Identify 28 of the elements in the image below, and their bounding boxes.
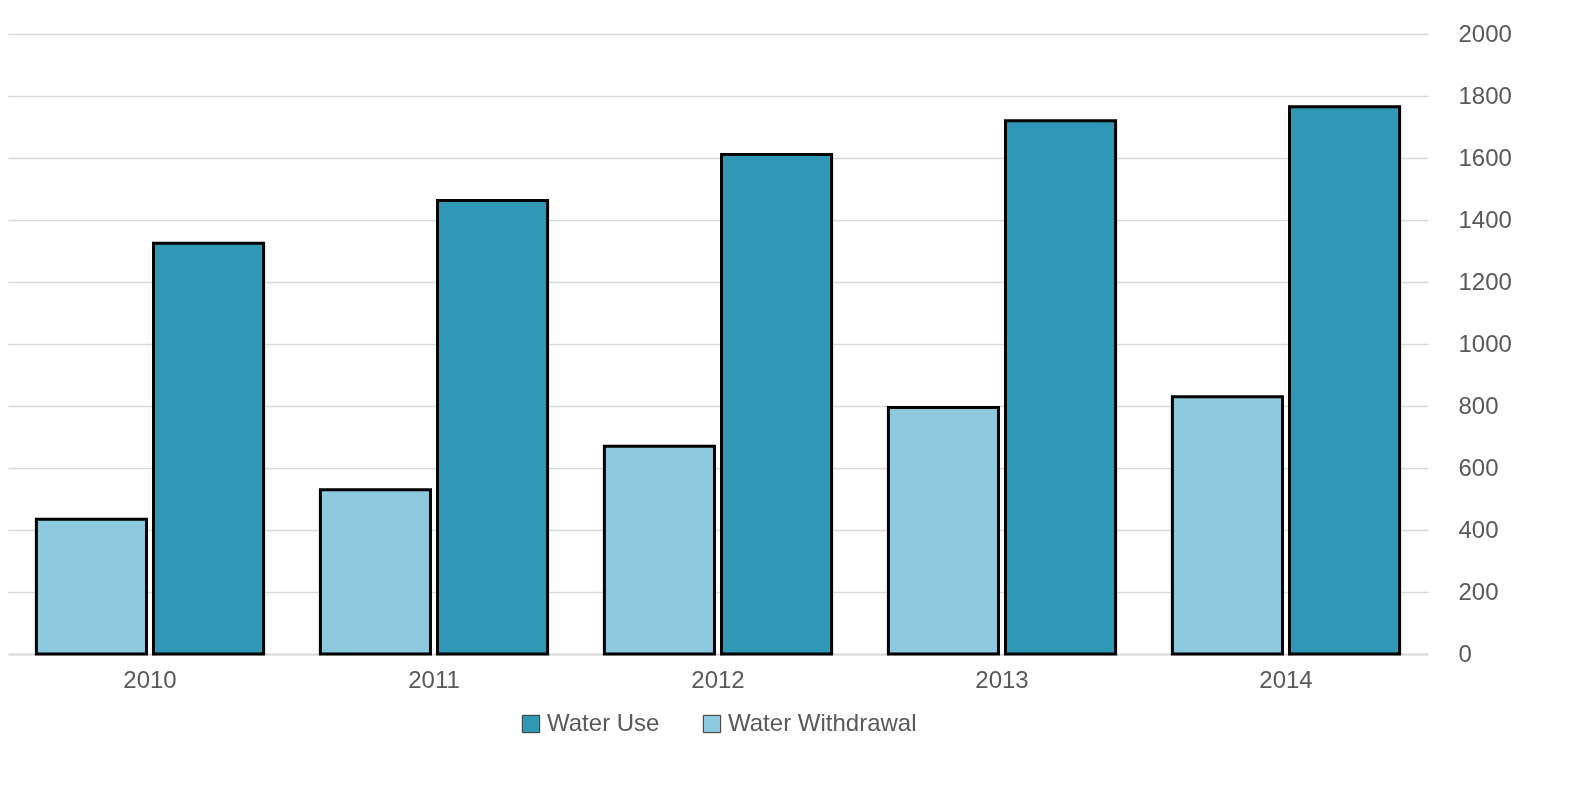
bar	[318, 488, 432, 656]
bar	[152, 241, 266, 656]
legend-label: Water Withdrawal	[728, 709, 917, 736]
y-tick-label: 1800	[1458, 81, 1512, 109]
y-tick-label: 1000	[1458, 329, 1512, 357]
x-tick-label: 2013	[975, 665, 1029, 693]
y-tick-label: 800	[1458, 391, 1499, 419]
x-tick-label: 2011	[408, 665, 460, 693]
bar	[886, 406, 1000, 656]
y-tick-label: 1200	[1458, 267, 1512, 295]
y-tick-label: 2000	[1458, 19, 1512, 47]
x-tick-label: 2010	[123, 665, 177, 693]
y-tick-label: 0	[1458, 639, 1472, 667]
bar	[34, 517, 148, 656]
bar	[1004, 119, 1118, 656]
bar	[602, 444, 716, 656]
x-tick-label: 2014	[1259, 665, 1313, 693]
y-tick-label: 1600	[1458, 143, 1512, 171]
y-tick-label: 400	[1458, 515, 1499, 543]
x-tick-label: 2012	[691, 665, 745, 693]
y-tick-label: 600	[1458, 453, 1499, 481]
bar	[1170, 395, 1284, 656]
legend-label: Water Use	[547, 709, 660, 736]
y-tick-label: 1400	[1458, 205, 1512, 233]
bar	[1288, 105, 1402, 656]
bar	[436, 198, 550, 656]
y-tick-label: 200	[1458, 577, 1499, 605]
bar	[720, 153, 834, 656]
